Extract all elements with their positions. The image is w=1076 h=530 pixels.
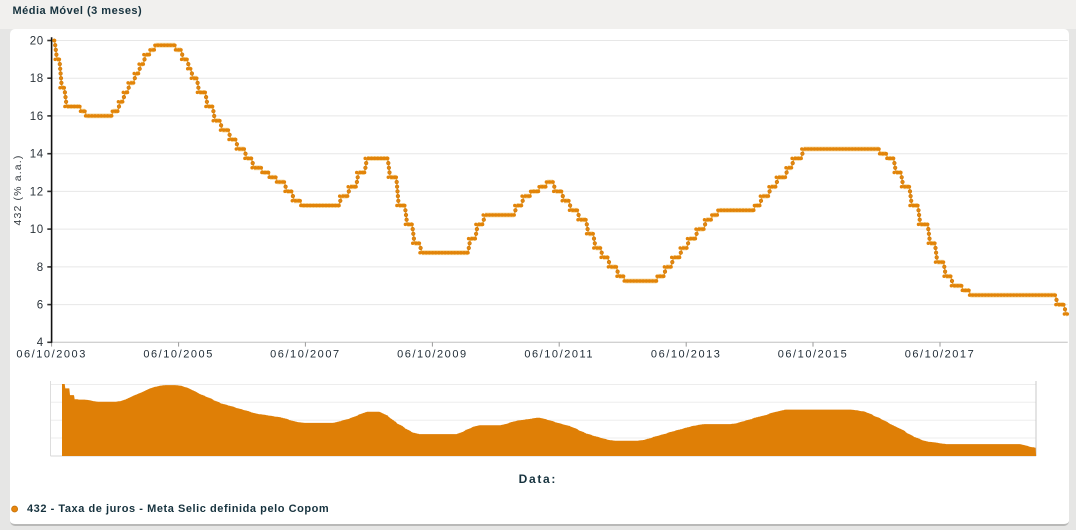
svg-text:06/10/2007: 06/10/2007 [270, 349, 341, 361]
svg-text:432 (% a.a.): 432 (% a.a.) [12, 155, 24, 226]
svg-text:06/10/2011: 06/10/2011 [524, 349, 594, 361]
svg-text:18: 18 [30, 73, 44, 85]
svg-text:6: 6 [37, 300, 44, 312]
svg-text:16: 16 [30, 111, 44, 123]
svg-text:4: 4 [37, 337, 44, 349]
svg-text:06/10/2017: 06/10/2017 [905, 349, 976, 361]
svg-text:06/10/2013: 06/10/2013 [651, 349, 722, 361]
svg-text:8: 8 [37, 262, 44, 274]
svg-text:14: 14 [30, 149, 44, 161]
svg-text:06/10/2003: 06/10/2003 [16, 349, 87, 361]
svg-text:12: 12 [30, 186, 44, 198]
svg-text:06/10/2009: 06/10/2009 [397, 349, 468, 361]
svg-text:20: 20 [30, 35, 44, 47]
svg-text:06/10/2015: 06/10/2015 [778, 349, 849, 361]
svg-text:10: 10 [30, 224, 44, 236]
svg-text:06/10/2005: 06/10/2005 [143, 349, 214, 361]
